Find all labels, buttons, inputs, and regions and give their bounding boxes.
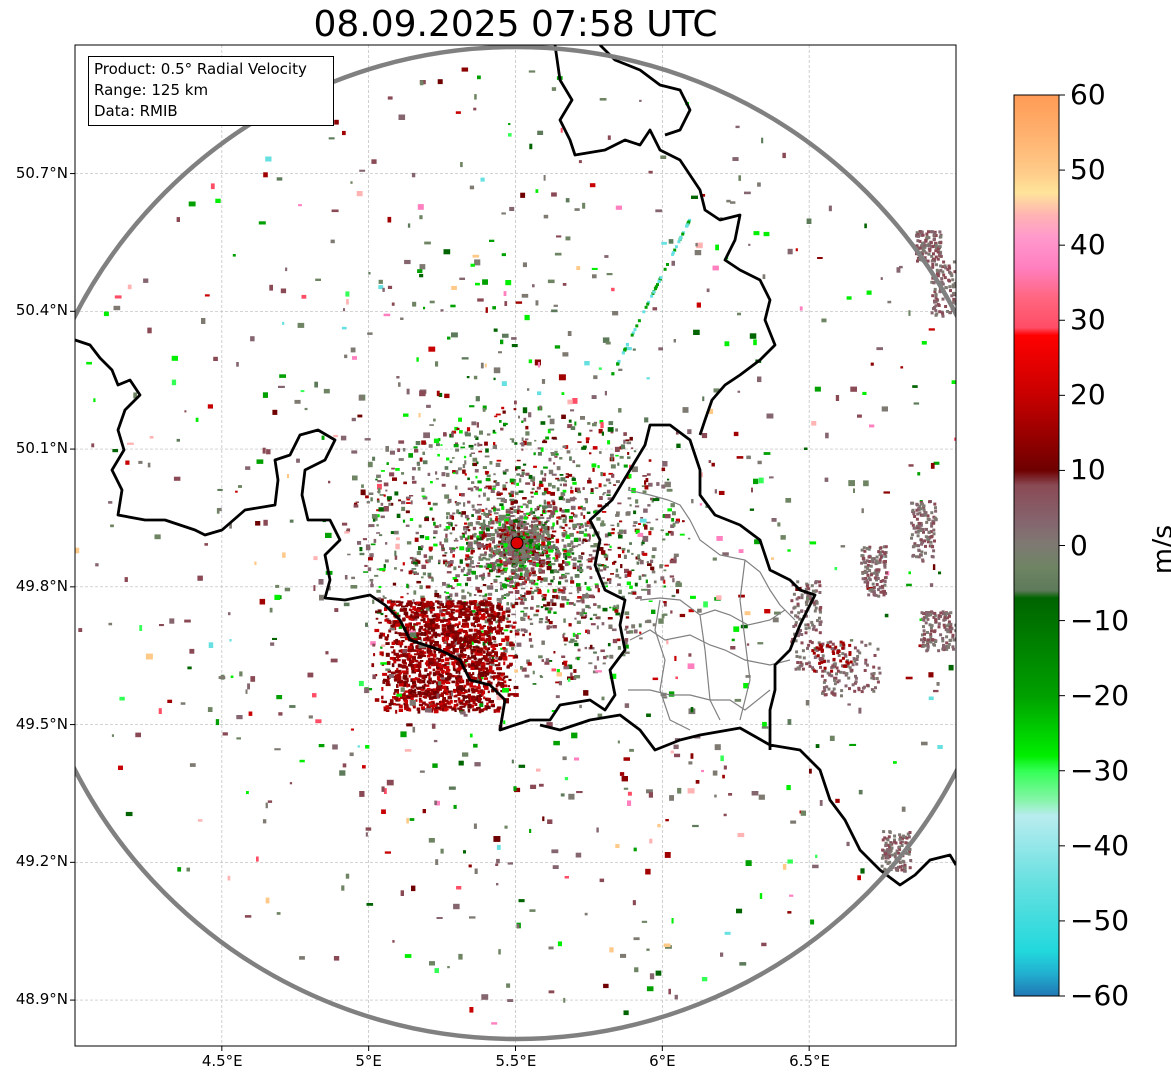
axis-ticks	[70, 173, 810, 1051]
colorbar-tick-label: 30	[1070, 303, 1106, 337]
lon-tick-label: 5.5°E	[495, 1052, 537, 1070]
colorbar-ticks	[1059, 94, 1065, 997]
province-borders	[627, 489, 796, 731]
colorbar-tick-label: 60	[1070, 78, 1106, 111]
colorbar-tick-label: −40	[1070, 828, 1130, 862]
colorbar-tick-label: 10	[1070, 453, 1106, 487]
radar-site-marker[interactable]	[510, 536, 524, 550]
lat-tick-label: 49.2°N	[15, 852, 68, 871]
colorbar-tick-label: −50	[1070, 903, 1130, 937]
colorbar-tick-label: 20	[1070, 378, 1106, 412]
colorbar	[1013, 94, 1060, 997]
colorbar-tick-label: 40	[1070, 228, 1106, 262]
info-range: Range: 125 km	[94, 81, 209, 99]
velocity-echoes	[75, 67, 956, 1025]
lat-tick-label: 50.7°N	[15, 163, 68, 182]
colorbar-tick-label: −60	[1070, 979, 1130, 1012]
country-borders	[75, 45, 956, 887]
colorbar-tick-label: 0	[1070, 528, 1088, 562]
colorbar-tick-label: −10	[1070, 603, 1130, 637]
radar-range-ring	[75, 45, 956, 1042]
lat-tick-label: 49.8°N	[15, 576, 68, 595]
colorbar-tick-label: −20	[1070, 678, 1130, 712]
lat-tick-label: 50.4°N	[15, 301, 68, 320]
colorbar-unit-label: m/s	[1147, 524, 1171, 575]
map-title: 08.09.2025 07:58 UTC	[313, 4, 718, 45]
lat-tick-label: 50.1°N	[15, 439, 68, 458]
lon-tick-label: 6.5°E	[789, 1052, 830, 1070]
colorbar-tick-label: 50	[1070, 153, 1106, 187]
info-product: Product: 0.5° Radial Velocity	[94, 60, 307, 78]
colorbar-tick-label: −30	[1070, 753, 1130, 787]
lat-tick-label: 49.5°N	[15, 714, 68, 733]
lat-tick-label: 48.9°N	[15, 990, 68, 1009]
info-box: Product: 0.5° Radial Velocity Range: 125…	[88, 56, 334, 126]
lon-tick-label: 4.5°E	[201, 1052, 243, 1070]
lon-tick-label: 6°E	[649, 1052, 676, 1070]
info-source: Data: RMIB	[94, 102, 178, 120]
lon-tick-label: 5°E	[355, 1052, 382, 1070]
